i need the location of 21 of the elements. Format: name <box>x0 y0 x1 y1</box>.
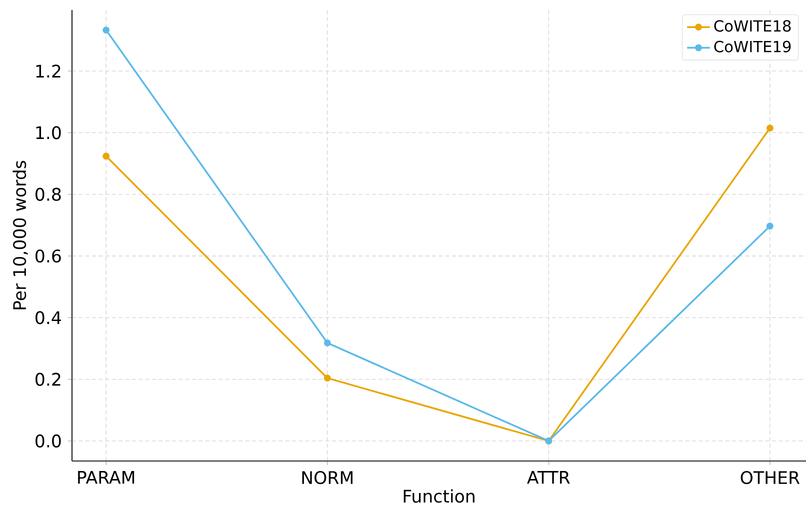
y-tick-label: 0.4 <box>36 311 61 324</box>
point <box>766 124 774 132</box>
x-tick-label: ATTR <box>527 471 570 484</box>
y-tick-label: 0.2 <box>36 372 60 386</box>
point <box>102 152 110 160</box>
y-axis-title: Per 10,000 words <box>12 160 28 310</box>
x-tick-label: PARAM <box>78 471 134 484</box>
point <box>324 339 331 346</box>
y-tick-label: 0.0 <box>36 434 61 448</box>
y-tick-label: 0.8 <box>36 188 61 201</box>
x-axis-title: Function <box>404 489 474 503</box>
point <box>766 222 774 230</box>
point <box>102 26 110 34</box>
legend-label: CoWITE19 <box>714 40 791 52</box>
x-tick-label: NORM <box>302 471 352 484</box>
y-tick-label: 1.0 <box>36 126 61 140</box>
legend-label: CoWITE18 <box>714 20 791 32</box>
x-tick-label: OTHER <box>740 471 800 484</box>
y-tick-label: 0.6 <box>36 249 61 263</box>
y-tick-label: 1.2 <box>36 64 60 78</box>
point <box>324 374 331 382</box>
